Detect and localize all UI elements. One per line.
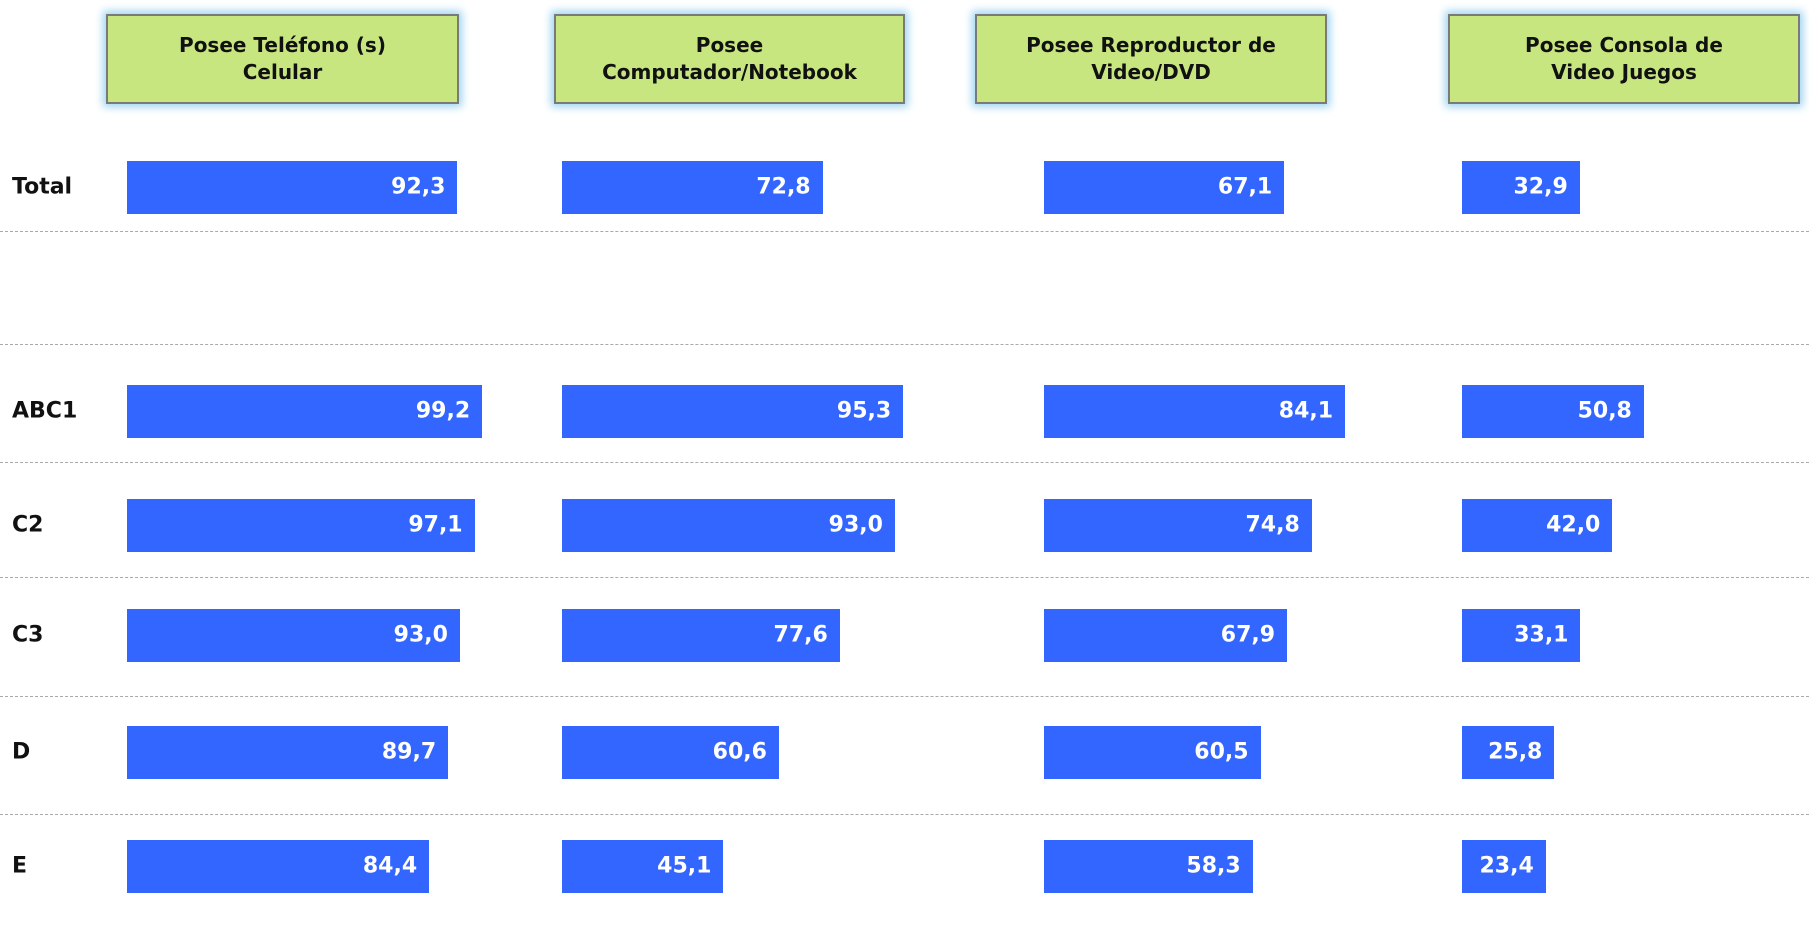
separator xyxy=(0,462,1809,463)
value-label: 50,8 xyxy=(1577,398,1632,424)
value-label: 67,9 xyxy=(1220,622,1276,648)
value-label: 60,5 xyxy=(1194,739,1249,765)
bar xyxy=(1462,840,1546,893)
row-label: C2 xyxy=(12,512,44,538)
column-header: Posee Teléfono (s) Celular xyxy=(106,14,459,104)
bar xyxy=(1044,385,1346,438)
value-label: 92,3 xyxy=(391,174,446,200)
value-label: 89,7 xyxy=(381,739,437,765)
value-label: 72,8 xyxy=(756,174,811,200)
bar xyxy=(562,161,823,214)
bar xyxy=(1044,726,1261,779)
bar xyxy=(127,385,483,438)
value-label: 93,0 xyxy=(393,622,448,648)
separator xyxy=(0,577,1809,578)
row-label: ABC1 xyxy=(12,398,78,424)
bar xyxy=(1044,840,1253,893)
bar xyxy=(562,385,904,438)
row-label: D xyxy=(12,739,31,765)
bar xyxy=(1462,385,1644,438)
value-label: 84,1 xyxy=(1278,398,1334,424)
value-label: 25,8 xyxy=(1488,739,1543,765)
bar xyxy=(1462,161,1580,214)
bar xyxy=(1044,161,1285,214)
bar xyxy=(1462,726,1555,779)
bar xyxy=(127,609,460,662)
separator xyxy=(0,344,1809,345)
bar xyxy=(1044,609,1288,662)
value-label: 23,4 xyxy=(1479,853,1534,879)
row-label: E xyxy=(12,853,28,879)
row-label: Total xyxy=(12,174,73,200)
value-label: 33,1 xyxy=(1514,622,1569,648)
value-label: 84,4 xyxy=(362,853,418,879)
column-header: Posee Computador/Notebook xyxy=(554,14,905,104)
bar xyxy=(1462,499,1613,552)
bar xyxy=(127,499,475,552)
bar xyxy=(127,840,430,893)
column-header: Posee Reproductor de Video/DVD xyxy=(975,14,1327,104)
value-label: 95,3 xyxy=(836,398,892,424)
bar xyxy=(562,609,840,662)
bar xyxy=(562,499,895,552)
bar xyxy=(127,161,458,214)
separator xyxy=(0,231,1809,232)
value-label: 32,9 xyxy=(1513,174,1568,200)
bar xyxy=(562,840,724,893)
separator xyxy=(0,696,1809,697)
value-label: 99,2 xyxy=(415,398,471,424)
column-header: Posee Consola de Video Juegos xyxy=(1448,14,1800,104)
separator xyxy=(0,814,1809,815)
bar xyxy=(1044,499,1312,552)
value-label: 67,1 xyxy=(1217,174,1273,200)
bar xyxy=(127,726,449,779)
value-label: 45,1 xyxy=(657,853,712,879)
value-label: 77,6 xyxy=(773,622,828,648)
value-label: 60,6 xyxy=(712,739,767,765)
bar xyxy=(562,726,779,779)
value-label: 42,0 xyxy=(1546,512,1601,538)
value-label: 93,0 xyxy=(828,512,883,538)
bar xyxy=(1462,609,1581,662)
row-label: C3 xyxy=(12,622,44,648)
value-label: 97,1 xyxy=(408,512,463,538)
value-label: 74,8 xyxy=(1245,512,1300,538)
value-label: 58,3 xyxy=(1186,853,1241,879)
